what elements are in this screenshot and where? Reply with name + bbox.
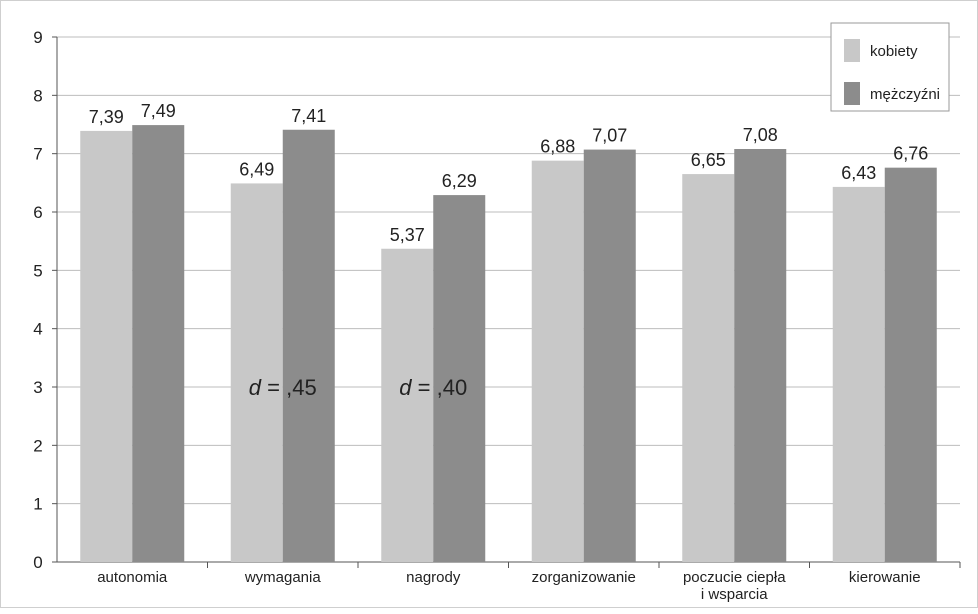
effect-size-annotation: d = ,45 [249, 375, 317, 400]
data-label: 6,49 [239, 159, 274, 179]
y-tick-label: 2 [33, 436, 42, 455]
y-tick-label: 5 [33, 261, 42, 280]
bar-kobiety-0 [80, 130, 133, 562]
bar-kobiety-4 [682, 174, 735, 563]
bar-mężczyźni-2 [433, 195, 486, 563]
effect-size-symbol: d [249, 375, 262, 400]
data-label: 6,76 [893, 144, 928, 164]
legend-swatch-kobiety [844, 39, 860, 62]
data-label: 6,65 [691, 150, 726, 170]
y-tick-label: 1 [33, 495, 42, 514]
effect-size-symbol: d [399, 375, 412, 400]
bar-mężczyźni-3 [583, 149, 636, 563]
y-tick-label: 6 [33, 203, 42, 222]
x-tick-label: kierowanie [849, 569, 921, 586]
y-tick-label: 4 [33, 320, 42, 339]
legend-swatch-mężczyźni [844, 82, 860, 105]
effect-size-annotation: d = ,40 [399, 375, 467, 400]
x-axis: autonomia wymagania nagrody zorganizowanie p… [97, 562, 961, 603]
data-label: 6,88 [540, 137, 575, 157]
effect-size-equals: = [261, 375, 286, 400]
y-tick-label: 7 [33, 145, 42, 164]
data-label: 6,43 [841, 163, 876, 183]
data-label: 7,07 [592, 126, 627, 146]
legend: kobiety mężczyźni [830, 22, 950, 112]
legend-label: mężczyźni [870, 86, 940, 103]
bar-kobiety-5 [832, 186, 885, 562]
bar-mężczyźni-1 [282, 129, 335, 562]
x-tick-label: i wsparcia [701, 586, 768, 603]
bar-mężczyźni-4 [734, 149, 787, 562]
value-labels: 7,39 7,49 6,49 7,41 5,37 6,29 6,88 7,07 6,65 7,08… [89, 101, 929, 245]
y-axis: 0 1 2 3 4 5 6 7 8 9 [33, 28, 58, 572]
data-label: 7,39 [89, 107, 124, 127]
data-label: 6,29 [442, 171, 477, 191]
annotations: d = ,45 d = ,40 [249, 375, 467, 400]
bars [80, 125, 937, 563]
bar-kobiety-3 [531, 160, 584, 562]
data-label: 7,41 [291, 106, 326, 126]
x-tick-label: autonomia [97, 569, 168, 586]
effect-size-equals: = [412, 375, 437, 400]
legend-label: kobiety [870, 43, 918, 60]
y-tick-label: 0 [33, 553, 42, 572]
x-tick-label: wymagania [244, 569, 322, 586]
bar-mężczyźni-5 [884, 167, 937, 562]
x-tick-label: zorganizowanie [532, 569, 636, 586]
data-label: 5,37 [390, 225, 425, 245]
data-label: 7,08 [743, 125, 778, 145]
x-tick-label: nagrody [406, 569, 461, 586]
bar-kobiety-2 [381, 248, 434, 562]
effect-size-value: ,45 [286, 375, 317, 400]
data-label: 7,49 [141, 101, 176, 121]
bar-kobiety-1 [230, 183, 283, 562]
x-tick-label: poczucie ciepła [683, 569, 786, 586]
effect-size-value: ,40 [437, 375, 468, 400]
y-tick-label: 8 [33, 86, 42, 105]
bar-mężczyźni-0 [132, 125, 185, 562]
y-tick-label: 3 [33, 378, 42, 397]
y-tick-label: 9 [33, 28, 42, 47]
